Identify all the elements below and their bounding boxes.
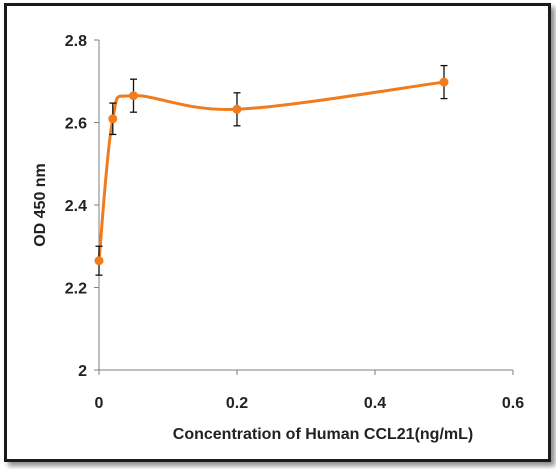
x-tick-label: 0: [95, 395, 104, 412]
y-tick-label: 2.4: [65, 198, 87, 215]
data-point: [129, 91, 138, 101]
y-tick-label: 2.6: [65, 116, 87, 133]
series: [94, 64, 449, 276]
data-point: [439, 77, 449, 87]
data-point: [108, 114, 118, 124]
y-tick-label: 2: [78, 363, 87, 380]
data-point: [94, 256, 104, 266]
y-ticks: 2 2.2 2.4 2.6 2.8: [65, 33, 99, 380]
x-axis-title: Concentration of Human CCL21(ng/mL): [173, 426, 473, 443]
x-tick-label: 0.2: [226, 395, 248, 412]
y-tick-label: 2.8: [65, 33, 87, 50]
chart-frame: [4, 3, 551, 462]
x-tick-label: 0.4: [364, 395, 386, 412]
x-ticks: 0 0.2 0.4 0.6: [95, 370, 524, 412]
y-axis-title: OD 450 nm: [32, 163, 49, 247]
series-line: [97, 80, 445, 261]
y-tick-label: 2.2: [65, 281, 87, 298]
x-tick-label: 0.6: [502, 395, 524, 412]
axes: [98, 40, 513, 371]
data-point: [232, 104, 242, 114]
